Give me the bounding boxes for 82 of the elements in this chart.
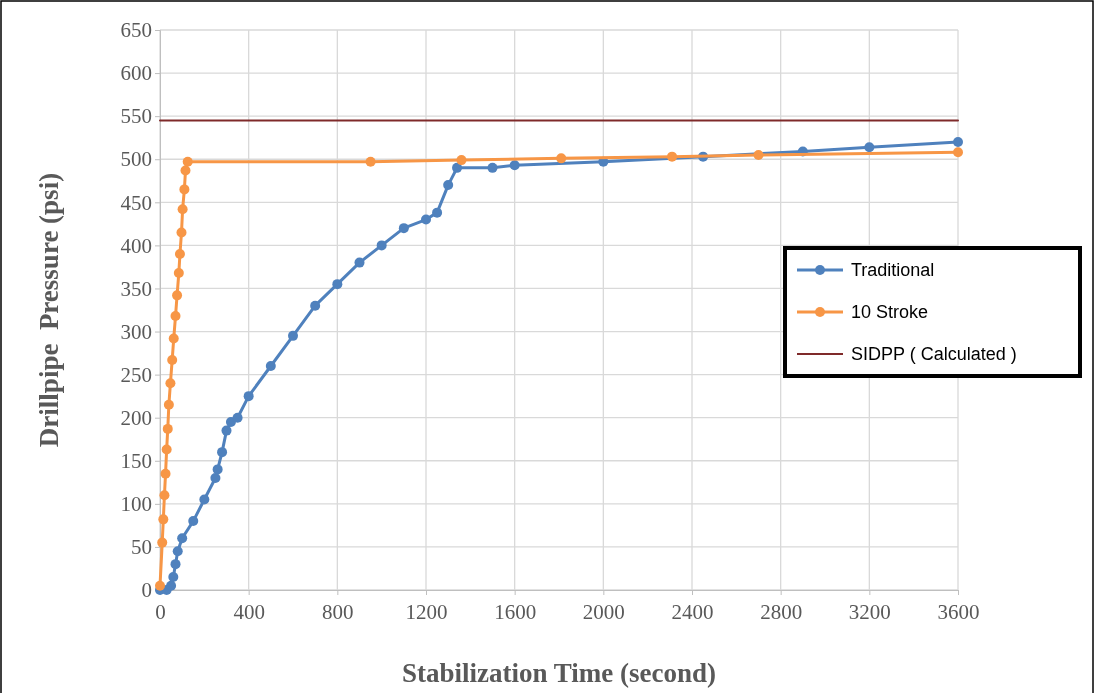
x-tick-label: 2800 (760, 600, 803, 624)
point (155, 580, 165, 591)
point (225, 417, 236, 427)
x-tick-label: 1200 (405, 600, 448, 624)
point (177, 533, 188, 544)
point (354, 257, 365, 268)
point (188, 516, 199, 527)
y-tick-label: 300 (120, 319, 152, 344)
y-tick-label: 0 (141, 578, 152, 603)
point (170, 559, 181, 570)
point (398, 223, 409, 234)
point (174, 249, 185, 259)
x-tick-label: 2000 (582, 600, 625, 624)
point (864, 142, 875, 153)
x-tick-label: 400 (233, 600, 265, 624)
point (168, 572, 179, 583)
point (221, 425, 232, 436)
x-tick-label: 1600 (494, 600, 537, 624)
point (177, 204, 188, 215)
point (332, 279, 343, 290)
y-tick-label: 50 (131, 535, 152, 560)
point (310, 300, 321, 311)
point (953, 137, 963, 147)
point (432, 207, 443, 218)
point (232, 412, 243, 423)
point (179, 184, 190, 195)
point (556, 153, 567, 164)
y-tick-label: 500 (120, 147, 152, 172)
point (456, 155, 467, 166)
y-tick-label: 200 (120, 405, 152, 430)
point (170, 311, 181, 322)
point (159, 490, 170, 501)
point (160, 468, 171, 479)
point (509, 160, 520, 171)
point (161, 444, 172, 455)
point (162, 423, 173, 434)
point (376, 240, 387, 251)
x-axis-title: Stabilization Time (second) (401, 658, 717, 688)
point (163, 399, 174, 410)
x-tick-label: 2400 (671, 600, 714, 624)
point (158, 514, 169, 525)
point (365, 156, 376, 167)
point (265, 361, 276, 371)
point (452, 162, 463, 173)
point (168, 333, 179, 344)
point (176, 227, 187, 238)
point (243, 391, 254, 402)
point (172, 546, 183, 557)
y-tick-label: 350 (120, 276, 152, 301)
point (667, 151, 678, 162)
y-tick-label: 600 (120, 61, 152, 86)
point (217, 447, 228, 458)
y-tick-label: 550 (120, 104, 152, 129)
point (199, 494, 210, 505)
legend-label: 10 Stroke (851, 302, 929, 322)
y-axis-title: Drillpipe Pressure (psi) (34, 172, 64, 448)
point (288, 330, 298, 341)
point (953, 147, 963, 158)
point (212, 464, 223, 475)
y-tick-label: 450 (120, 190, 152, 215)
legend-label: Traditional (851, 260, 935, 280)
point (421, 214, 431, 225)
y-tick-label: 400 (120, 233, 152, 258)
point (753, 149, 764, 160)
x-tick-label: 800 (322, 600, 354, 624)
point (157, 537, 168, 548)
y-tick-label: 250 (120, 362, 152, 387)
point (165, 378, 176, 389)
x-tick-label: 3600 (937, 600, 980, 624)
point (172, 290, 183, 301)
point (182, 156, 193, 167)
point (210, 473, 221, 483)
point (167, 354, 178, 365)
x-tick-label: 3200 (848, 600, 891, 624)
y-tick-label: 150 (120, 448, 152, 473)
y-tick-label: 650 (120, 18, 152, 43)
point (443, 180, 454, 191)
y-tick-label: 100 (120, 492, 152, 517)
legend-label: SIDPP ( Calculated ) (851, 344, 1017, 364)
point (173, 267, 184, 278)
point (166, 580, 177, 591)
point (487, 162, 498, 173)
